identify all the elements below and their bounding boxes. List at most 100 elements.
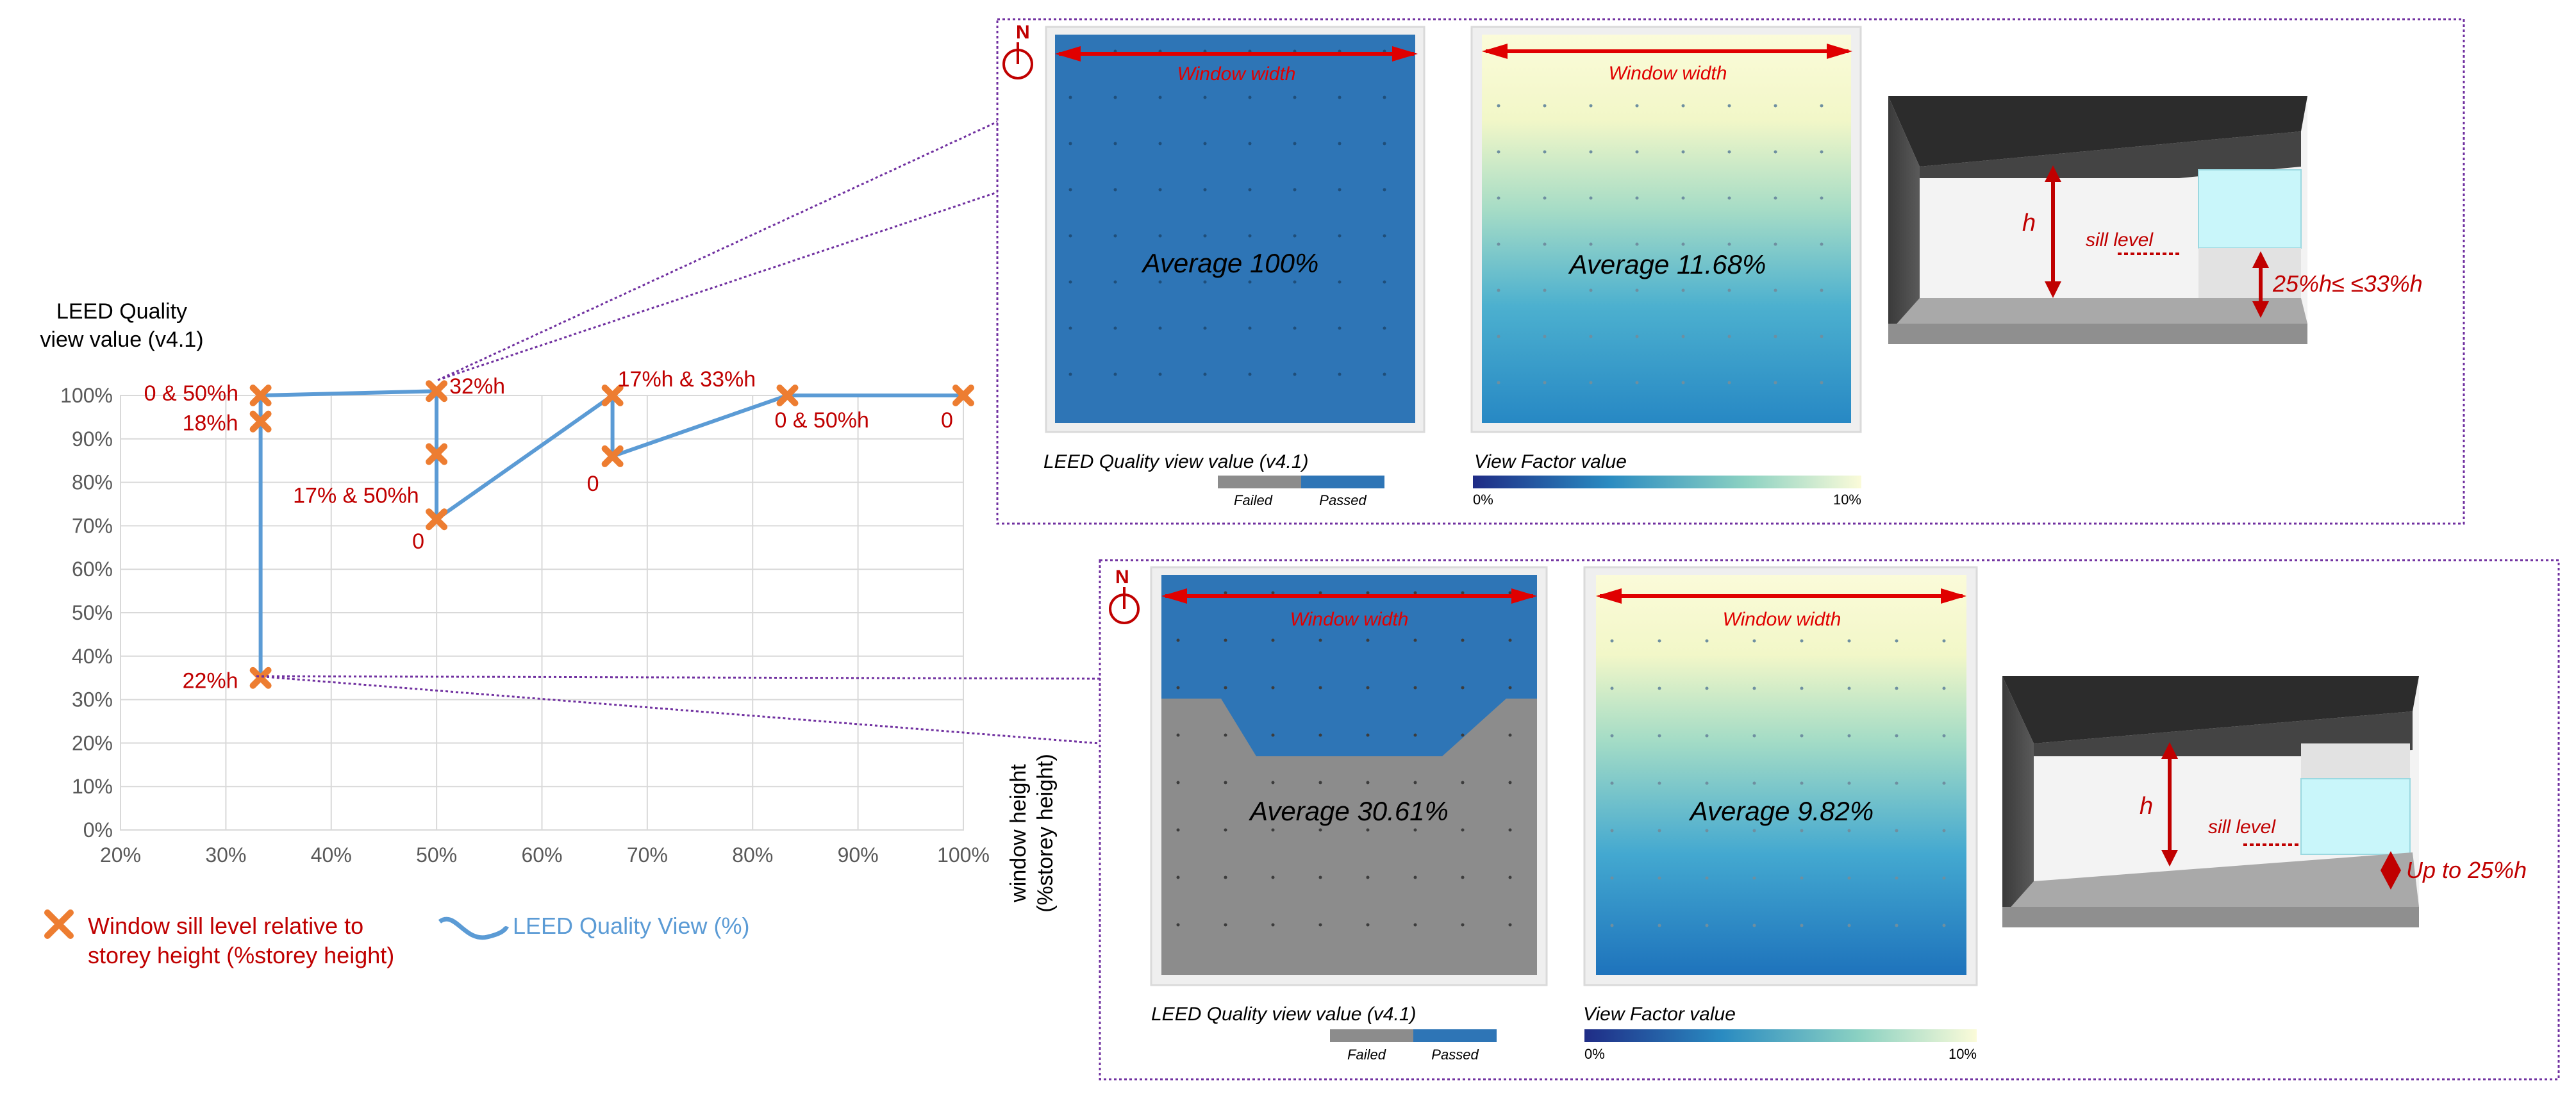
leed-map-passed-area [1055,35,1415,423]
window-width-label: Window width [1609,63,1727,84]
sensor-dot [1068,234,1072,238]
data-label: 17%h & 33%h [618,367,756,392]
vf-legend-min: 0% [1584,1046,1605,1062]
leed-legend-failed: Failed [1234,492,1273,508]
sensor-dot [1774,288,1777,292]
sensor-dot [1705,924,1709,927]
sensor-dot [1800,781,1804,785]
sensor-dot [1727,242,1731,246]
sensor-dot [1176,875,1180,879]
sensor-dot [1113,234,1117,238]
north-label: N [1016,22,1030,43]
sensor-dot [1847,924,1851,927]
sensor-dot [1497,381,1500,385]
sensor-dot [1681,104,1685,108]
sensor-dot [1068,95,1072,99]
room-h-label: h [2022,210,2036,236]
connector-line [256,675,1101,680]
sensor-dot [1635,381,1639,385]
sensor-dot [1158,326,1162,330]
sensor-dot [1705,686,1709,690]
sensor-dot [1589,196,1593,200]
sensor-dot [1820,150,1824,154]
sensor-dot [1113,188,1117,192]
sensor-dot [1820,196,1824,200]
sensor-dot [1318,875,1322,879]
leed-map-average: Average 100% [1141,248,1319,278]
sensor-dot [1248,142,1252,145]
window-width-label: Window width [1723,609,1841,630]
sensor-dot [1543,196,1547,200]
sensor-dot [1752,686,1756,690]
sensor-dot [1942,686,1946,690]
sensor-dot [1610,639,1614,643]
sensor-dot [1705,639,1709,643]
x-tick-label: 20% [100,843,141,867]
sensor-dot [1847,781,1851,785]
sensor-dot [1461,638,1465,642]
sensor-dot [1497,104,1500,108]
sensor-dot [1727,335,1731,338]
sensor-dot [1383,234,1386,238]
sensor-dot [1942,781,1946,785]
sensor-dot [1589,242,1593,246]
sensor-dot [1497,335,1500,338]
sensor-dot [1847,734,1851,738]
sensor-dot [1658,734,1661,738]
north-arrow-icon: N [1002,22,1033,79]
data-labels: 0 & 50%h 18%h 22%h 32%h 17% & 50%h 0 17%h & 33… [144,367,953,693]
sensor-dot [1248,326,1252,330]
sensor-dot [1658,781,1661,785]
vf-legend-max: 10% [1949,1046,1977,1062]
sensor-dot [1774,150,1777,154]
sensor-dot [1158,234,1162,238]
data-label: 17% & 50%h [293,484,419,508]
sensor-dot [1610,734,1614,738]
sensor-dot [1383,188,1386,192]
sensor-dot [1176,733,1180,737]
sensor-dot [1752,639,1756,643]
arrow-head [1941,588,1966,604]
sensor-dot [1610,924,1614,927]
leed-legend-passed: Passed [1319,492,1367,508]
y-tick-label: 100% [60,384,113,407]
sensor-dot [1293,142,1297,145]
sensor-dot [1461,733,1465,737]
sensor-dot [1068,142,1072,145]
sensor-dot [1224,591,1227,595]
leed-legend-title: LEED Quality view value (v4.1) [1043,451,1309,472]
sensor-dot [1413,638,1417,642]
sensor-dot [1589,104,1593,108]
sensor-dot [1508,733,1512,737]
sensor-dot [1727,150,1731,154]
sensor-dot [1895,876,1899,880]
sensor-dot [1113,372,1117,376]
arrow-head [1511,588,1537,604]
sensor-dot [1203,142,1207,145]
sensor-dot [1774,104,1777,108]
leed-map-average: Average 30.61% [1248,796,1449,826]
data-label: 32%h [449,374,505,399]
sensor-dot [1383,280,1386,284]
leed-legend-title: LEED Quality view value (v4.1) [1151,1004,1417,1025]
sensor-dot [1820,335,1824,338]
sensor-dot [1589,335,1593,338]
leed-legend-failed-swatch [1330,1029,1413,1042]
window-width-label: Window width [1290,609,1409,630]
sensor-dot [1820,242,1824,246]
sensor-dot [1727,104,1731,108]
y-tick-label: 60% [72,558,113,581]
sensor-dot [1543,335,1547,338]
sensor-dot [1293,326,1297,330]
sensor-dot [1800,639,1804,643]
sensor-dot [1203,326,1207,330]
sensor-dot [1497,150,1500,154]
chart-legend: Window sill level relative to storey heig… [44,909,749,968]
arrow-head [1596,588,1622,604]
sensor-dot [1366,733,1370,737]
panel-bottom: N Window width Average 30.61% LEED Quali… [1109,566,2527,1063]
sensor-dot [1224,875,1227,879]
sensor-dot [1383,142,1386,145]
room-section: h sill level 25%h≤ ≤33%h [1888,96,2423,344]
data-label: 22%h [183,669,238,693]
